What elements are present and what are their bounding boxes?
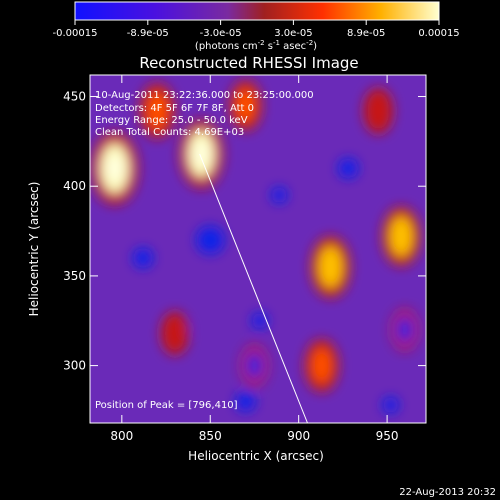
negative-region (133, 247, 154, 268)
info-line-clean: Clean Total Counts: 4.69E+03 (95, 127, 244, 138)
source-core (311, 347, 333, 384)
source-core (246, 351, 263, 380)
colorbar-tick-label: 3.0e-05 (274, 28, 312, 39)
negative-region (382, 397, 399, 414)
x-tick-label: 850 (199, 429, 222, 443)
y-tick-label: 350 (63, 269, 86, 283)
y-tick-label: 300 (63, 359, 86, 373)
y-tick-label: 450 (63, 90, 86, 104)
colorbar-tick-label: -3.0e-05 (200, 28, 242, 39)
solar-limb-line (199, 153, 308, 423)
source-peak (194, 141, 209, 167)
negative-region (338, 158, 359, 179)
colorbar (74, 1, 440, 21)
source-core (235, 88, 256, 123)
colorbar-tick-label: 8.9e-05 (347, 28, 385, 39)
source-core (396, 315, 413, 344)
source-core (146, 92, 168, 130)
chart-title: Reconstructed RHESSI Image (139, 54, 358, 72)
source-core (389, 216, 413, 257)
colorbar-label: (photons cm-2 s-1 asec-2) (195, 39, 317, 52)
info-line-energy: Energy Range: 25.0 - 50.0 keV (95, 115, 248, 126)
plot-frame (89, 74, 427, 424)
footer-date: 22-Aug-2013 20:32 (399, 487, 496, 498)
negative-region (271, 187, 288, 204)
colorbar-tick-label: -8.9e-05 (127, 28, 169, 39)
info-line-detectors: Detectors: 4F 5F 6F 7F 8F, Att 0 (95, 103, 254, 114)
colorbar-ticks: -0.00015 -8.9e-05 -3.0e-05 3.0e-05 8.9e-05 0.… (53, 20, 460, 39)
negative-region (235, 391, 256, 412)
heatmap-area (90, 75, 426, 423)
x-tick-label: 950 (376, 429, 399, 443)
x-axis-label: Heliocentric X (arcsec) (188, 449, 324, 463)
x-tick-label: 800 (110, 429, 133, 443)
source-core (369, 95, 388, 127)
x-tick-label: 900 (287, 429, 310, 443)
source-core (318, 246, 343, 288)
info-line-time: 10-Aug-2011 23:22:36.000 to 23:25:00.000 (95, 90, 314, 101)
y-axis-label: Heliocentric Y (arcsec) (27, 182, 41, 317)
y-tick-label: 400 (63, 179, 86, 193)
peak-position-label: Position of Peak = [796,410] (95, 400, 238, 411)
source-core (166, 318, 184, 349)
negative-region (251, 312, 268, 329)
colorbar-tick-label: -0.00015 (53, 28, 98, 39)
axis-ticks: 800 850 900 950 300 350 400 450 (63, 75, 426, 443)
colorbar-tick-label: 0.00015 (418, 28, 459, 39)
source-peak (106, 155, 123, 182)
info-block: 10-Aug-2011 23:22:36.000 to 23:25:00.000… (95, 90, 314, 138)
heatmap-features (91, 80, 421, 414)
negative-region (196, 226, 225, 255)
